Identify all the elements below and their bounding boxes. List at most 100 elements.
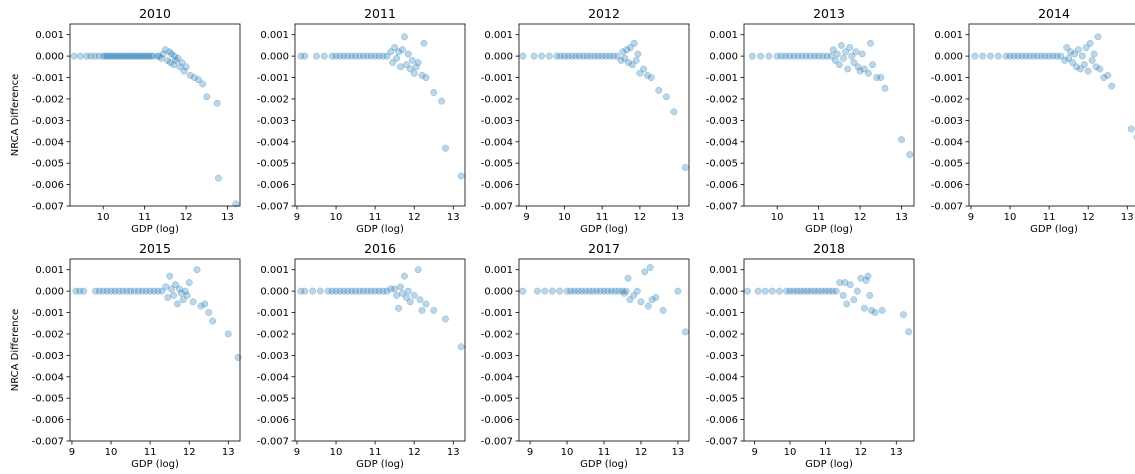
y-axis-label: NRCA Difference (10, 309, 21, 392)
data-point (744, 287, 751, 295)
x-tick-label: 12 (635, 447, 648, 458)
x-tick-label: 11 (812, 212, 825, 223)
y-tick-label: -0.003 (931, 116, 963, 127)
x-axis-label: GDP (log) (580, 224, 628, 235)
data-point (519, 52, 527, 60)
data-point (1078, 52, 1086, 60)
scatter-points (297, 33, 465, 180)
x-tick-label: 9 (523, 212, 529, 223)
x-tick-label: 12 (1082, 212, 1095, 223)
data-point (790, 52, 798, 60)
data-point (617, 56, 625, 64)
data-point (297, 287, 305, 295)
x-tick-label: 12 (180, 212, 193, 223)
data-point (118, 52, 126, 60)
data-point (406, 298, 414, 306)
data-point (1090, 50, 1098, 58)
data-point (777, 52, 785, 60)
data-point (575, 52, 583, 60)
data-point (846, 281, 854, 289)
data-point (375, 52, 383, 60)
data-point (619, 287, 626, 295)
x-tick-label: 10 (558, 212, 571, 223)
data-point (604, 287, 612, 295)
axes-frame (69, 23, 241, 207)
data-point (843, 300, 851, 308)
data-point (670, 108, 678, 116)
axes-frame (294, 258, 466, 442)
data-point (119, 287, 127, 295)
data-point (850, 296, 858, 304)
data-point (158, 287, 166, 295)
data-point (570, 287, 578, 295)
y-tick-label: -0.007 (481, 202, 513, 213)
data-point (1080, 61, 1088, 69)
subplot-title: 2013 (813, 6, 845, 21)
data-point (170, 61, 178, 69)
subplot-2018: 0.001 0.000 -0.001 -0.002 -0.003 -0.004 -0.005… (706, 241, 915, 470)
data-point (157, 54, 165, 62)
data-point (1014, 52, 1022, 60)
data-point (640, 65, 648, 73)
scatter-points (70, 46, 240, 208)
data-point (410, 291, 418, 299)
data-point (383, 287, 391, 295)
data-point (103, 287, 111, 295)
subplot-title: 2015 (139, 241, 171, 256)
data-point (574, 287, 582, 295)
data-point (149, 52, 157, 60)
data-point (301, 287, 309, 295)
data-point (340, 287, 348, 295)
data-point (201, 300, 209, 308)
data-point (128, 52, 136, 60)
data-point (862, 276, 870, 284)
data-point (613, 52, 621, 60)
data-point (866, 291, 874, 299)
data-point (994, 52, 1002, 60)
data-point (438, 97, 445, 105)
data-point (412, 63, 420, 71)
data-point (1127, 125, 1135, 133)
data-point (837, 41, 845, 49)
y-tick-label: -0.003 (481, 116, 513, 127)
data-point (375, 287, 383, 295)
data-point (591, 52, 599, 60)
data-point (205, 309, 213, 316)
x-axis-label: GDP (log) (131, 224, 179, 235)
data-point (583, 52, 591, 60)
data-point (352, 287, 360, 295)
data-point (371, 287, 379, 295)
data-point (858, 50, 866, 58)
y-tick-label: -0.002 (32, 329, 64, 340)
data-point (430, 89, 438, 96)
data-point (142, 287, 150, 295)
data-point (316, 287, 324, 295)
data-point (589, 287, 597, 295)
data-point (134, 52, 142, 60)
y-tick-label: -0.005 (931, 159, 963, 170)
data-point (857, 274, 865, 282)
x-tick-label: 13 (1121, 212, 1134, 223)
data-point (352, 52, 360, 60)
y-tick-label: 0.001 (709, 30, 738, 41)
subplot-2012: 0.001 0.000 -0.001 -0.002 -0.003 -0.004 -0.005… (481, 6, 690, 235)
data-point (572, 52, 580, 60)
x-tick-label: 13 (447, 212, 460, 223)
y-tick-label: -0.003 (257, 116, 289, 127)
data-point (641, 268, 649, 276)
data-point (615, 287, 623, 295)
data-point (387, 285, 395, 293)
data-point (579, 52, 587, 60)
data-point (625, 59, 633, 66)
data-point (823, 52, 831, 60)
data-point (878, 306, 886, 314)
data-point (183, 291, 191, 299)
data-point (519, 287, 527, 295)
data-point (146, 287, 154, 295)
data-point (797, 287, 805, 295)
data-point (181, 287, 189, 295)
data-point (556, 287, 564, 295)
y-tick-label: -0.005 (706, 159, 738, 170)
data-point (607, 287, 615, 295)
y-tick-label: -0.004 (257, 137, 289, 148)
